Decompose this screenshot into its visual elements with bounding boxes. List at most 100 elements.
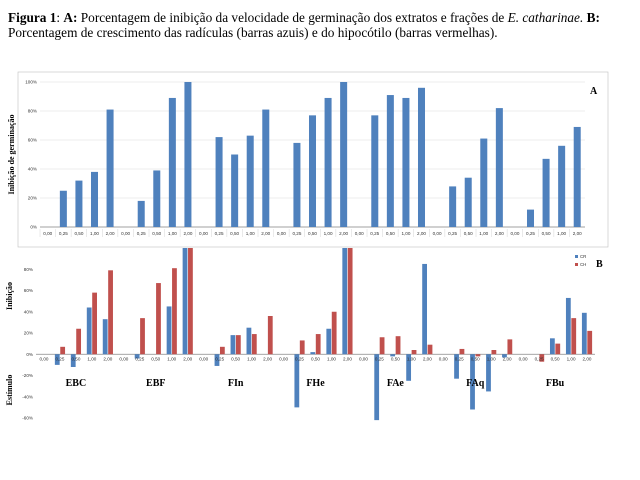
bar-b-ch [491,350,497,355]
x-tick-label-b: 2,00 [423,356,432,361]
x-tick-label-b: 2,00 [103,356,112,361]
bar-a [480,138,488,227]
bar-a [371,115,379,227]
bar-b-cr [166,306,172,355]
x-tick-label-a: 2,00 [339,231,348,236]
x-tick-label-b: 2,00 [263,356,272,361]
bar-b-ch [427,344,433,355]
bar-b-cr [374,354,380,421]
x-tick-label-a: 0,50 [464,231,473,236]
bar-b-cr [246,327,252,355]
x-tick-label-a: 0,00 [433,231,442,236]
bar-b-cr [422,263,427,355]
bar-b-cr [54,354,60,365]
x-tick-label-a: 0,00 [121,231,130,236]
legend-label: CR [580,254,586,259]
group-label: FBu [546,378,565,389]
x-tick-label-b: 1,00 [167,356,176,361]
chart-a: 0% 20% 40% 60% 80% 100% 0,00 0,25 0,50 1,00 2,00 0,… [7,71,609,248]
caption-figure-number: Figura 1 [8,10,57,25]
bar-b-cr [565,297,571,355]
x-tick-label-a: 0,50 [386,231,395,236]
bar-b-ch [267,316,273,355]
bar-b-cr [102,319,108,355]
x-tick-label-b: 0,50 [71,356,80,361]
bar-a [402,97,410,227]
x-tick-label-b: 2,00 [183,356,192,361]
x-tick-label-a: 0,50 [230,231,239,236]
bar-b-cr [182,248,188,355]
bar-b-ch [459,348,465,355]
x-tick-label-b: 0,50 [471,356,480,361]
x-tick-label-a: 1,00 [90,231,99,236]
bar-b-ch [475,354,481,357]
x-tick-label-a: 0,50 [74,231,83,236]
bar-b-cr [486,354,491,392]
y-tick-label-b: 80% [24,267,33,272]
bar-b-cr [86,307,92,355]
bar-b-cr [214,354,220,366]
bar-a [573,126,581,227]
x-tick-label-a: 0,00 [277,231,286,236]
bar-b-ch [251,334,257,355]
bar-b-ch [331,311,337,355]
x-tick-label-b: 0,00 [279,356,288,361]
bar-a [184,82,192,227]
bar-b-ch [76,328,82,355]
chart-b: -60% -40% -20% 0% 20% 40% 60% 80% 0,00 0,25 0,50 1,… [5,248,603,421]
x-tick-label-a: 1,00 [246,231,255,236]
bar-b-ch [188,248,193,355]
bar-a [526,209,535,227]
y-tick-label-a: 80% [28,109,37,114]
x-tick-label-a: 0,50 [308,231,317,236]
bar-a [153,170,161,227]
x-tick-label-b: 0,00 [199,356,208,361]
bar-b-cr [70,354,76,367]
x-tick-label-a: 1,00 [324,231,333,236]
x-tick-label-a: 0,25 [215,231,224,236]
x-tick-label-b: 1,00 [327,356,336,361]
legend-label: CH [580,262,586,267]
x-tick-label-b: 2,00 [343,356,352,361]
bar-a [59,190,67,227]
bar-b-cr [406,354,412,381]
bar-a [542,158,550,227]
bar-a [417,87,426,227]
bar-a [449,186,457,227]
x-tick-label-b: 1,00 [407,356,416,361]
x-tick-label-b: 1,00 [487,356,496,361]
legend-swatch [575,255,578,258]
x-tick-label-b: 0,25 [375,356,384,361]
x-tick-label-a: 1,00 [557,231,566,236]
y-tick-label-b: -40% [22,394,33,399]
x-tick-label-b: 0,00 [40,356,49,361]
group-label: FAe [387,378,405,389]
y-tick-label-a: 40% [28,167,37,172]
chart-a-frame [17,71,609,248]
x-tick-label-a: 0,00 [199,231,208,236]
bar-b-ch [315,334,321,355]
bar-a [137,200,145,227]
y-tick-label-a: 0% [30,225,37,230]
x-tick-label-a: 0,25 [526,231,535,236]
x-tick-label-b: 0,25 [295,356,304,361]
bar-a [558,145,566,227]
bar-b-cr [470,354,475,410]
group-label: FHe [306,378,325,389]
bar-b-cr [294,354,300,408]
bar-b-ch [539,354,545,362]
y-tick-label-a: 20% [28,196,37,201]
bar-b-cr [230,335,236,355]
x-tick-label-b: 0,25 [455,356,464,361]
y-tick-label-b: 20% [24,331,33,336]
group-label: EBF [146,378,165,389]
x-tick-label-a: 2,00 [573,231,582,236]
bar-b-cr [310,352,316,355]
bar-b-ch [92,292,97,355]
y-tick-label-b: 60% [24,288,33,293]
caption-b-tag: B: [586,10,600,25]
x-tick-label-b: 1,00 [247,356,256,361]
y-axis-label-b-top: Inibição [5,282,14,310]
x-tick-label-b: 0,25 [535,356,544,361]
bar-a [168,97,176,227]
